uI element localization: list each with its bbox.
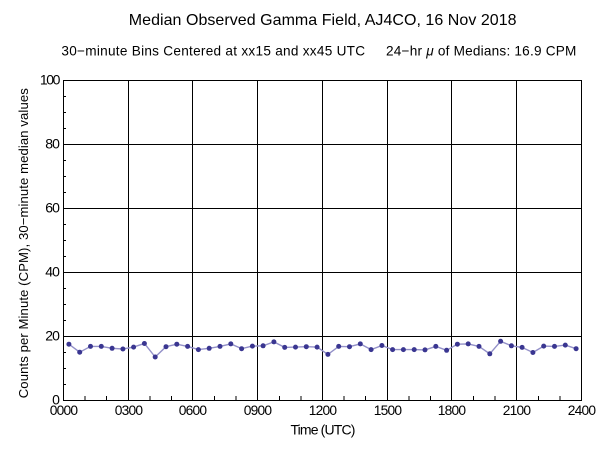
svg-text:0: 0: [52, 391, 60, 407]
svg-text:20: 20: [45, 327, 60, 343]
svg-text:Time (UTC): Time (UTC): [290, 422, 354, 438]
svg-text:2100: 2100: [503, 403, 532, 418]
svg-text:2400: 2400: [568, 403, 597, 418]
svg-text:30−minute Bins Centered at xx1: 30−minute Bins Centered at xx15 and xx45…: [61, 43, 365, 58]
svg-text:1200: 1200: [309, 403, 338, 418]
svg-text:40: 40: [45, 263, 60, 279]
svg-text:1800: 1800: [438, 403, 467, 418]
svg-text:0300: 0300: [115, 403, 144, 418]
svg-text:0900: 0900: [244, 403, 273, 418]
svg-text:80: 80: [45, 135, 60, 151]
svg-text:0000: 0000: [50, 403, 79, 418]
svg-text:60: 60: [45, 199, 60, 215]
svg-text:24−hr μ of Medians: 16.9 CPM: 24−hr μ of Medians: 16.9 CPM: [386, 43, 577, 58]
svg-text:1500: 1500: [374, 403, 403, 418]
svg-text:Median Observed Gamma Field, A: Median Observed Gamma Field, AJ4CO, 16 N…: [129, 12, 517, 29]
svg-text:Counts per Minute (CPM), 30−mi: Counts per Minute (CPM), 30−minute media…: [16, 88, 31, 398]
svg-text:100: 100: [40, 71, 61, 87]
svg-text:0600: 0600: [179, 403, 208, 418]
